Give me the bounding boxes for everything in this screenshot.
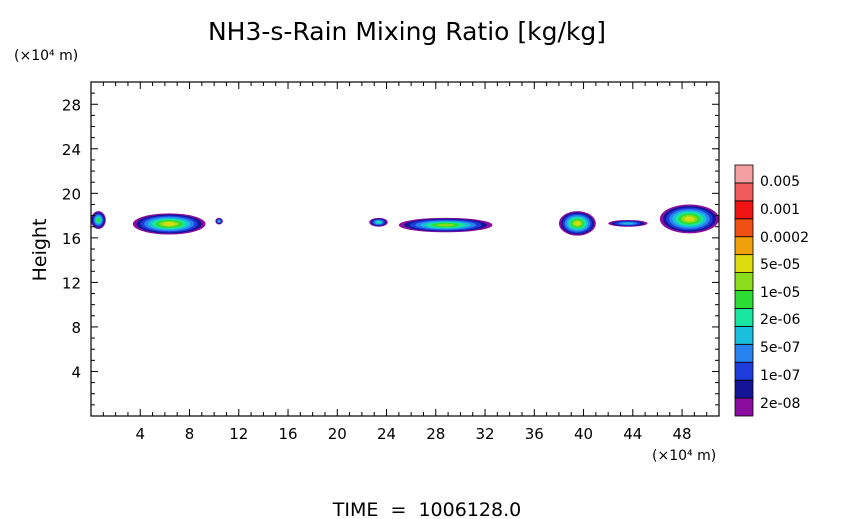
colorbar-swatch [734,272,754,291]
x-tick-label: 48 [673,425,692,443]
y-tick-label: 20 [62,185,81,203]
colorbar-swatch [734,236,754,256]
data-region [91,211,106,229]
data-region [608,220,648,227]
region-level [684,216,695,222]
colorbar-swatch [734,218,754,238]
x-tick-label: 44 [623,425,642,443]
data-region [659,204,720,234]
colorbar-swatch [734,325,754,345]
x-tick-label: 32 [475,425,494,443]
colorbar-label: 1e-05 [760,285,800,301]
x-unit-label: (×10⁴ m) [652,448,716,464]
region-level [96,218,100,222]
colorbar-label: 5e-05 [760,257,800,273]
x-tick-label: 16 [278,425,297,443]
colorbar-label: 2e-08 [760,396,800,412]
colorbar-swatch [734,164,754,184]
colorbar: 2e-08 1e-07 5e-07 2e-06 1e-05 5e-05 0.0002 0.00… [734,164,809,417]
x-tick-label: 4 [135,425,145,443]
x-tick-label: 40 [574,425,593,443]
colorbar-swatch [734,182,754,202]
region-level [436,223,455,227]
colorbar-label: 1e-07 [760,368,800,384]
region-level [622,222,634,225]
region-level [218,220,221,223]
colorbar-label: 2e-06 [760,312,800,328]
data-region [369,217,388,227]
chart-title: NH3-s-Rain Mixing Ratio [kg/kg] [208,17,606,46]
data-region [558,211,596,236]
region-level [163,222,176,226]
data-region [215,217,223,225]
colorbar-label: 0.001 [760,202,800,218]
x-tick-label: 12 [229,425,248,443]
y-tick-label: 28 [62,96,81,114]
y-unit-label: (×10⁴ m) [14,48,78,64]
x-tick-label: 36 [525,425,544,443]
time-footer: TIME = 1006128.0 [332,499,521,519]
y-tick-label: 16 [62,230,81,248]
colorbar-swatch [734,200,754,220]
colorbar-swatch [734,343,754,363]
colorbar-swatch [734,397,754,417]
colorbar-swatch [734,379,754,399]
region-level [574,221,581,226]
x-tick-label: 24 [377,425,396,443]
colorbar-swatch [734,290,754,309]
plot-frame [90,81,720,417]
data-region [132,213,206,235]
data-regions [91,204,720,236]
colorbar-label: 5e-07 [760,340,800,356]
y-tick-label: 8 [71,319,81,337]
x-tick-label: 8 [185,425,195,443]
x-tick-label: 20 [328,425,347,443]
colorbar-swatch [734,361,754,381]
y-tick-label: 12 [62,274,81,292]
region-level [376,221,381,224]
colorbar-label: 0.005 [760,174,800,190]
y-tick-label: 4 [71,363,81,381]
colorbar-swatch [734,308,754,327]
colorbar-swatch [734,254,754,273]
x-tick-label: 28 [426,425,445,443]
y-axis-label: Height [29,219,51,282]
y-tick-label: 24 [62,141,81,159]
data-region [398,217,493,233]
colorbar-label: 0.0002 [760,230,809,246]
